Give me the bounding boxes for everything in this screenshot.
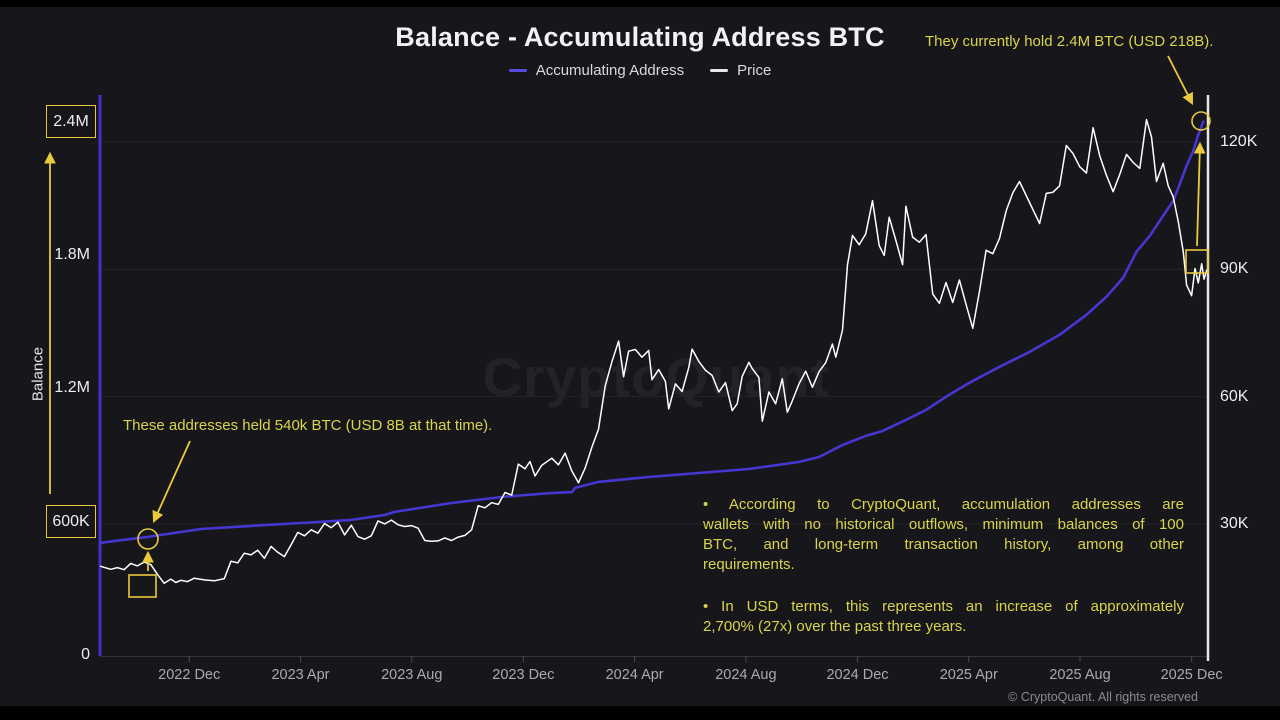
chart-title: Balance - Accumulating Address BTC <box>395 22 885 52</box>
legend-item-accumulating-address: Accumulating Address <box>508 62 685 79</box>
x-tick-label: 2025 Dec <box>1160 667 1223 683</box>
x-tickmarks <box>188 656 1193 662</box>
annotation-bullet-definition: • According to CryptoQuant, accumulation… <box>703 495 1184 575</box>
annotation-line: • According to CryptoQuant, accumulation… <box>703 496 1184 513</box>
current-box-to-circle-arrow <box>1193 141 1206 247</box>
x-tick-label: 2025 Aug <box>1049 667 1111 683</box>
annotation-shapes <box>44 55 1211 598</box>
past-price-box-marker <box>128 574 157 598</box>
annotation-line: wallets with no historical outflows, min… <box>703 516 1184 533</box>
price-tick-label: 90K <box>1220 260 1249 278</box>
balance-tick-label-boxed: 600K <box>46 505 96 539</box>
annotation-past-holdings: These addresses held 540k BTC (USD 8B at… <box>123 417 493 434</box>
x-tick-label: 2022 Dec <box>158 667 221 683</box>
price-line-icon <box>710 69 729 72</box>
annotation-line: • In USD terms, this represents an incre… <box>703 598 1184 615</box>
past-balance-circle-marker <box>137 528 159 550</box>
x-tick-label: 2023 Dec <box>492 667 555 683</box>
x-tick-label: 2024 Apr <box>605 667 664 683</box>
annotation-line: 2,700% (27x) over the past three years. <box>703 618 967 635</box>
top-letterbox-band <box>0 0 1280 7</box>
copyright-notice: © CryptoQuant. All rights reserved <box>1008 690 1198 704</box>
annotation-line: BTC, and long-term transaction history, … <box>703 536 1184 553</box>
balance-tick-label: 1.2M <box>54 379 90 397</box>
accumulating-address-line-icon <box>508 69 527 72</box>
current-price-box-marker <box>1185 249 1209 274</box>
legend-label: Price <box>737 62 772 79</box>
x-tick-label: 2025 Apr <box>939 667 998 683</box>
annotation-bullet-usd-increase: • In USD terms, this represents an incre… <box>703 597 1184 637</box>
balance-tick-label: 0 <box>81 646 90 663</box>
price-tick-label: 60K <box>1220 387 1249 405</box>
past-annotation-arrow <box>152 440 191 524</box>
chart-background <box>0 7 1280 706</box>
legend: Accumulating Address Price <box>0 62 1280 79</box>
balance-tick-label-boxed: 2.4M <box>46 105 96 139</box>
price-tick-label: 30K <box>1220 514 1249 532</box>
legend-item-price: Price <box>710 62 771 79</box>
cryptoquant-watermark: CryptoQuant <box>482 346 830 408</box>
gridlines <box>100 141 1208 525</box>
price-line <box>99 118 1208 585</box>
annotation-current-holdings: They currently hold 2.4M BTC (USD 218B). <box>925 33 1214 50</box>
x-tick-label: 2024 Aug <box>715 667 777 683</box>
x-tick-label: 2023 Apr <box>271 667 330 683</box>
accumulating-address-line <box>98 120 1205 545</box>
annotation-line: requirements. <box>703 556 795 573</box>
bottom-letterbox-band <box>0 706 1280 720</box>
x-tick-label: 2024 Dec <box>826 667 889 683</box>
legend-label: Accumulating Address <box>535 62 685 79</box>
price-tick-label: 120K <box>1220 133 1258 151</box>
balance-tick-label: 1.8M <box>54 246 90 263</box>
current-balance-circle-marker <box>1191 111 1211 131</box>
current-annotation-arrow <box>1167 55 1193 105</box>
x-tick-label: 2023 Aug <box>381 667 443 683</box>
